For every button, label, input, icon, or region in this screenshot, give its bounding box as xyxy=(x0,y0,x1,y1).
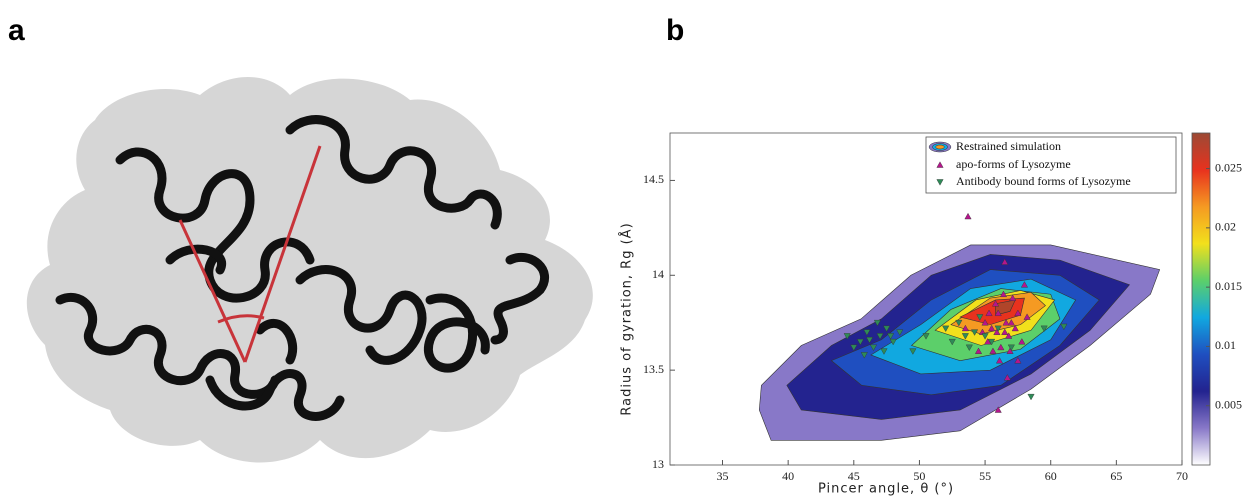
x-tick-label: 40 xyxy=(782,469,794,483)
x-axis-label: Pincer angle, θ (°) xyxy=(818,482,954,497)
scatter-point xyxy=(922,333,930,340)
legend-swatch xyxy=(935,144,945,150)
scatter-point xyxy=(880,348,888,355)
x-tick-label: 60 xyxy=(1045,469,1057,483)
scatter-point xyxy=(981,333,989,340)
scatter-point xyxy=(866,337,874,344)
scatter-point xyxy=(997,343,1005,351)
scatter-point xyxy=(1002,319,1010,326)
scatter-point xyxy=(1009,294,1017,301)
colorbar xyxy=(1191,132,1211,466)
scatter-point xyxy=(961,324,969,332)
scatter-point xyxy=(988,324,996,332)
scatter-point xyxy=(989,347,997,354)
scatter-point xyxy=(999,290,1007,298)
panel-label: a xyxy=(8,14,25,47)
scatter-point xyxy=(974,347,983,354)
y-tick-label: 14 xyxy=(652,267,664,281)
scatter-point xyxy=(887,333,895,340)
x-tick-label: 70 xyxy=(1176,469,1188,483)
scatter-point xyxy=(1006,347,1014,354)
panel-label: b xyxy=(666,14,684,47)
legend-label: Restrained simulation xyxy=(956,139,1061,153)
scatter-point xyxy=(993,328,1001,335)
scatter-point xyxy=(1014,309,1022,316)
scatter-point xyxy=(1020,281,1029,288)
scatter-point xyxy=(876,333,884,340)
y-axis-label: Radius of gyration, Rg (Å) xyxy=(619,222,635,415)
scatter-point xyxy=(961,333,969,340)
scatter-point xyxy=(909,348,917,355)
contour-level xyxy=(995,299,1016,316)
y-tick-label: 13.5 xyxy=(643,362,664,376)
scatter-point xyxy=(869,344,878,351)
scatter-point xyxy=(994,309,1002,316)
scatter-point xyxy=(994,406,1002,413)
colorbar-tick-label: 0.025 xyxy=(1215,160,1242,174)
colorbar-tick-label: 0.005 xyxy=(1215,397,1242,411)
scatter-point xyxy=(1007,344,1015,351)
scatter-point xyxy=(1018,338,1026,345)
x-tick-label: 55 xyxy=(979,469,991,483)
colorbar-tick-label: 0.015 xyxy=(1215,279,1242,293)
scatter-point xyxy=(850,344,858,351)
scatter-point xyxy=(942,325,950,333)
scatter-point xyxy=(1023,313,1031,320)
legend-marker xyxy=(936,179,944,186)
scatter-point xyxy=(860,352,868,359)
scatter-point xyxy=(994,325,1002,333)
scatter-point xyxy=(1007,319,1015,326)
x-tick-label: 50 xyxy=(913,469,925,483)
legend-marker xyxy=(936,161,944,168)
scatter-point xyxy=(873,319,881,327)
plot-frame xyxy=(669,132,1183,466)
scatter-point xyxy=(1003,374,1011,381)
scatter-point xyxy=(1001,328,1009,335)
scatter-point xyxy=(1014,357,1022,364)
scatter-point xyxy=(889,338,897,346)
scatter-point xyxy=(992,300,1000,307)
scatter-point xyxy=(1011,324,1019,332)
scatter-point xyxy=(843,333,851,340)
scatter-point xyxy=(883,325,891,333)
y-tick-label: 13 xyxy=(652,457,664,471)
scatter-point xyxy=(985,309,993,316)
scatter-point xyxy=(896,329,904,336)
scatter-point xyxy=(955,319,963,327)
scatter-point xyxy=(1060,323,1068,331)
legend-label: apo-forms of Lysozyme xyxy=(956,157,1071,171)
x-tick-label: 45 xyxy=(848,469,860,483)
scatter-point xyxy=(948,338,956,346)
scatter-point xyxy=(856,338,864,346)
scatter-point xyxy=(981,319,989,326)
scatter-point xyxy=(863,329,871,336)
x-tick-label: 35 xyxy=(717,469,729,483)
colorbar-tick-label: 0.01 xyxy=(1215,338,1236,352)
backbone xyxy=(55,115,550,421)
scatter-point xyxy=(965,344,973,351)
scatter-point xyxy=(1001,258,1009,265)
x-tick-label: 65 xyxy=(1110,469,1122,483)
protein-illustration xyxy=(26,76,593,463)
pincer-angle xyxy=(178,145,322,363)
scatter-point xyxy=(988,338,996,346)
scatter-point xyxy=(984,338,992,345)
colorbar-tick-label: 0.02 xyxy=(1215,220,1236,234)
scatter-point xyxy=(995,357,1004,364)
legend-label: Antibody bound forms of Lysozyme xyxy=(956,174,1131,188)
scatter-point xyxy=(971,329,979,336)
scatter-point xyxy=(1040,325,1048,333)
scatter-point xyxy=(964,212,972,220)
y-tick-label: 14.5 xyxy=(643,172,664,186)
scatter-point xyxy=(1005,332,1013,339)
scatter-point xyxy=(976,314,984,321)
scatter-point xyxy=(1027,393,1035,401)
legend-box xyxy=(925,136,1177,194)
